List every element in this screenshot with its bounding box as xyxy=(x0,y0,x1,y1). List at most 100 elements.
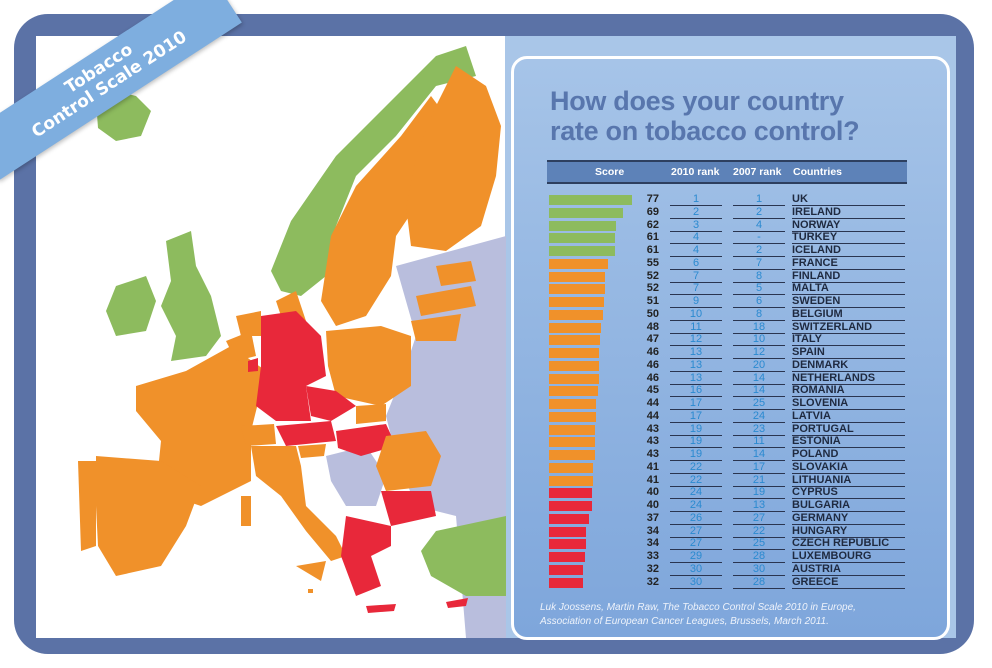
country-name: SWEDEN xyxy=(792,295,905,308)
country-name: CZECH REPUBLIC xyxy=(792,537,905,551)
table-row: 43 19 11 ESTONIA xyxy=(547,435,907,449)
score-bar xyxy=(549,348,599,358)
rank-2007: 24 xyxy=(733,410,785,423)
rank-2007: 17 xyxy=(733,461,785,474)
score-bar xyxy=(549,399,597,409)
country-name: ITALY xyxy=(792,333,905,347)
score-value: 48 xyxy=(646,320,659,333)
header-countries: Countries xyxy=(793,166,843,178)
table-row: 41 22 21 LITHUANIA xyxy=(547,473,907,488)
table-row: 62 3 4 NORWAY xyxy=(547,219,907,233)
score-bar xyxy=(549,437,596,448)
rank-2010: 27 xyxy=(670,537,722,551)
header-2007-rank: 2007 rank xyxy=(733,166,782,178)
rank-2010: 12 xyxy=(670,333,722,347)
rank-2007: 13 xyxy=(733,499,785,512)
country-name: ICELAND xyxy=(792,244,905,257)
map-country-bulgaria xyxy=(381,491,436,526)
rank-2010: 10 xyxy=(670,308,722,321)
score-bar xyxy=(549,373,599,384)
rank-2010: 29 xyxy=(670,550,722,563)
map-country-ireland xyxy=(106,276,156,336)
map-country-turkey xyxy=(421,516,506,596)
map-country-netherlands xyxy=(236,311,261,336)
score-value: 61 xyxy=(646,231,659,244)
table-row: 46 13 14 NETHERLANDS xyxy=(547,371,907,386)
score-value: 52 xyxy=(646,269,659,282)
rank-2010: 9 xyxy=(670,295,722,308)
score-bar xyxy=(549,424,596,435)
rank-2007: 2 xyxy=(733,244,785,257)
country-name: GERMANY xyxy=(792,512,905,525)
country-name: BULGARIA xyxy=(792,499,905,512)
score-bar xyxy=(549,386,598,397)
rank-2010: 30 xyxy=(670,576,722,589)
country-name: IRELAND xyxy=(792,206,905,219)
rank-2010: 16 xyxy=(670,384,722,398)
rank-2007: 23 xyxy=(733,423,785,436)
rank-2007: - xyxy=(733,231,785,245)
country-name: ROMANIA xyxy=(792,384,905,398)
header-2010-rank: 2010 rank xyxy=(671,166,720,178)
rank-2010: 13 xyxy=(670,372,722,385)
country-name: LUXEMBOURG xyxy=(792,550,905,563)
rank-2007: 12 xyxy=(733,346,785,359)
table-row: 47 12 10 ITALY xyxy=(547,333,907,347)
country-name: SLOVAKIA xyxy=(792,461,905,474)
score-value: 43 xyxy=(646,435,659,448)
score-value: 45 xyxy=(646,384,659,397)
rank-2007: 14 xyxy=(733,384,785,398)
map-island-sardinia xyxy=(241,496,251,526)
panel-title: How does your country rate on tobacco co… xyxy=(550,86,860,146)
table-row: 46 13 20 DENMARK xyxy=(547,359,907,373)
score-bar xyxy=(549,207,624,218)
country-name: SPAIN xyxy=(792,346,905,359)
table-row: 34 27 22 HUNGARY xyxy=(547,525,907,539)
country-name: UK xyxy=(792,193,905,206)
country-name: FINLAND xyxy=(792,270,905,283)
score-bar xyxy=(549,526,586,537)
score-value: 47 xyxy=(646,333,659,346)
score-value: 46 xyxy=(646,371,659,384)
country-name: NORWAY xyxy=(792,219,905,232)
score-value: 40 xyxy=(646,499,659,511)
table-row: 77 1 1 UK xyxy=(547,193,907,207)
map-country-switzerland xyxy=(241,424,276,446)
country-name: NETHERLANDS xyxy=(792,372,905,385)
score-value: 77 xyxy=(646,193,659,205)
rank-2007: 11 xyxy=(733,435,785,449)
map-country-poland xyxy=(326,326,411,406)
map-country-slovakia xyxy=(356,404,386,424)
score-bar xyxy=(549,360,599,371)
rank-2007: 28 xyxy=(733,550,785,563)
country-name: GREECE xyxy=(792,576,905,589)
score-value: 43 xyxy=(646,422,659,435)
map-country-romania xyxy=(376,431,441,491)
country-name: SLOVENIA xyxy=(792,397,905,410)
rank-2010: 24 xyxy=(670,499,722,512)
panel-title-line-1: How does your country xyxy=(550,86,844,116)
map-region-unrated-balkans xyxy=(326,446,386,506)
source-line-1: Luk Joossens, Martin Raw, The Tobacco Co… xyxy=(540,602,856,613)
score-bar xyxy=(549,309,603,320)
rank-2007: 27 xyxy=(733,512,785,525)
table-row: 69 2 2 IRELAND xyxy=(547,206,907,220)
score-value: 41 xyxy=(646,473,659,486)
rank-2010: 13 xyxy=(670,359,722,372)
country-name: TURKEY xyxy=(792,231,905,245)
score-value: 41 xyxy=(646,460,659,473)
map-country-cyprus xyxy=(446,598,468,608)
source-citation: Luk Joossens, Martin Raw, The Tobacco Co… xyxy=(540,601,856,629)
table-row: 33 29 28 LUXEMBOURG xyxy=(547,550,907,564)
score-bar xyxy=(549,322,601,333)
map-country-italy xyxy=(251,446,346,561)
table-row: 44 17 24 LATVIA xyxy=(547,410,907,424)
score-value: 52 xyxy=(646,282,659,295)
table-row: 40 24 19 CYPRUS xyxy=(547,486,907,500)
score-value: 61 xyxy=(646,244,659,256)
rank-2007: 2 xyxy=(733,206,785,219)
country-name: PORTUGAL xyxy=(792,423,905,436)
score-value: 32 xyxy=(646,575,659,588)
score-bar xyxy=(549,552,585,562)
table-row: 45 16 14 ROMANIA xyxy=(547,384,907,398)
